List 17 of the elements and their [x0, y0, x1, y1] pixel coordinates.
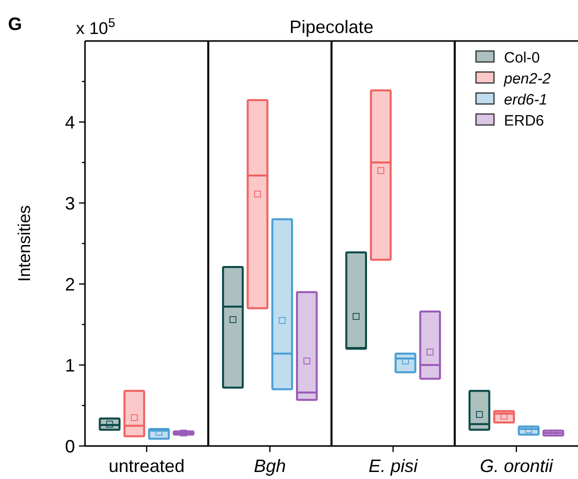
x-tick-label: untreated	[108, 456, 185, 476]
legend-label: erd6-1	[504, 91, 548, 108]
y-tick-label: 0	[64, 436, 75, 456]
legend-label: ERD6	[504, 112, 544, 130]
x-tick-label: E. pisi	[368, 456, 419, 476]
legend-label: Col-0	[504, 49, 540, 66]
y-tick-label: 4	[64, 112, 75, 132]
x-tick-label: Bgh	[254, 456, 286, 476]
x-tick-label: G. orontii	[480, 456, 554, 476]
legend-label: pen2-2	[503, 70, 552, 88]
y-axis-title: Intensities	[15, 205, 34, 282]
y-tick-label: 2	[64, 274, 75, 294]
text: G	[8, 14, 22, 34]
text: x 10$^{5}$	[76, 14, 116, 38]
chart-title: Pipecolate	[289, 17, 374, 37]
y-tick-label: 1	[64, 355, 75, 376]
y-tick-label: 3	[64, 193, 75, 214]
